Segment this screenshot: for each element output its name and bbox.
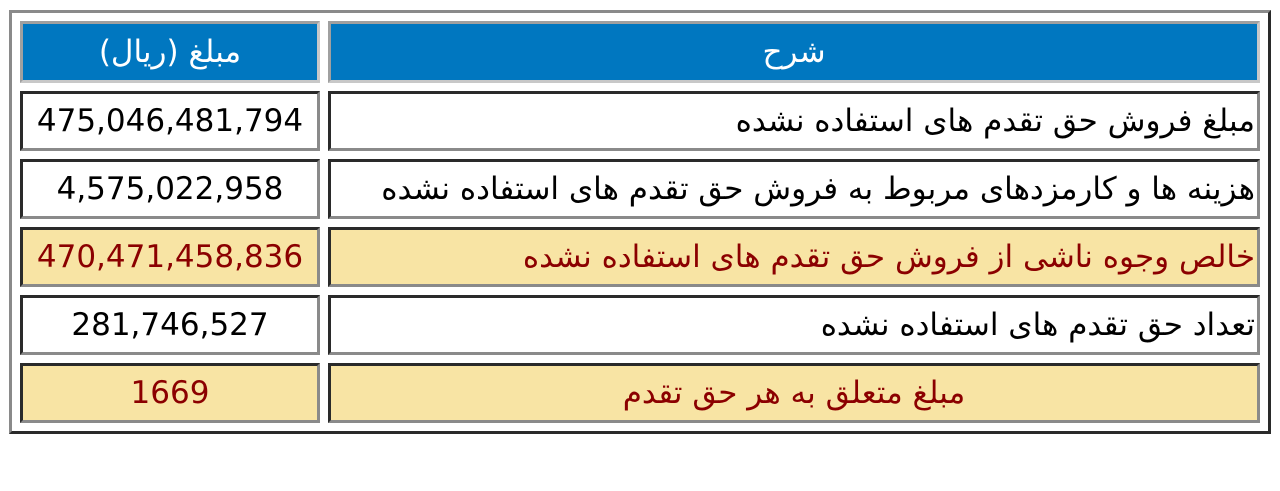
table-row: 4,575,022,958 هزینه ها و کارمزدهای مربوط…	[20, 159, 1260, 219]
header-description: شرح	[328, 21, 1260, 83]
row-amount: 1669	[20, 363, 320, 423]
header-amount: مبلغ (ریال)	[20, 21, 320, 83]
row-description: مبلغ متعلق به هر حق تقدم	[328, 363, 1260, 423]
table-row-highlight: 470,471,458,836 خالص وجوه ناشی از فروش ح…	[20, 227, 1260, 287]
row-amount: 475,046,481,794	[20, 91, 320, 151]
row-description: تعداد حق تقدم های استفاده نشده	[328, 295, 1260, 355]
row-amount: 470,471,458,836	[20, 227, 320, 287]
row-amount: 281,746,527	[20, 295, 320, 355]
row-description: هزینه ها و کارمزدهای مربوط به فروش حق تق…	[328, 159, 1260, 219]
table-row-highlight: 1669 مبلغ متعلق به هر حق تقدم	[20, 363, 1260, 423]
row-description: خالص وجوه ناشی از فروش حق تقدم های استفا…	[328, 227, 1260, 287]
table-row: 475,046,481,794 مبلغ فروش حق تقدم های اس…	[20, 91, 1260, 151]
table-header-row: مبلغ (ریال) شرح	[20, 21, 1260, 83]
unused-rights-sale-table: مبلغ (ریال) شرح 475,046,481,794 مبلغ فرو…	[9, 10, 1271, 434]
row-amount: 4,575,022,958	[20, 159, 320, 219]
row-description: مبلغ فروش حق تقدم های استفاده نشده	[328, 91, 1260, 151]
table-row: 281,746,527 تعداد حق تقدم های استفاده نش…	[20, 295, 1260, 355]
